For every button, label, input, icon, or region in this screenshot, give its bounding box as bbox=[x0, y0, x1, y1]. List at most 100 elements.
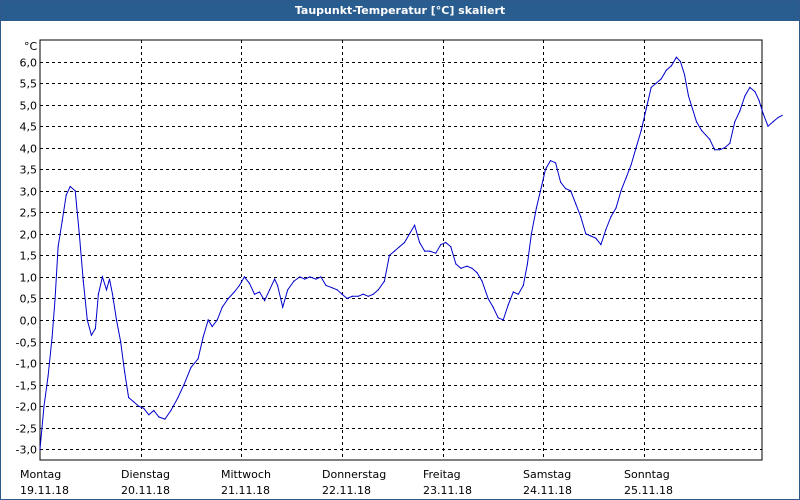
y-tick-label: 6,0 bbox=[20, 57, 38, 70]
data-point bbox=[744, 95, 746, 97]
data-point bbox=[39, 448, 41, 450]
x-date-label: 20.11.18 bbox=[121, 484, 170, 497]
data-point bbox=[164, 418, 166, 420]
data-point bbox=[90, 334, 92, 336]
data-point bbox=[143, 407, 145, 409]
data-point bbox=[424, 250, 426, 252]
data-point bbox=[94, 328, 96, 330]
data-point bbox=[435, 252, 437, 254]
x-tick-labels: Montag 19.11.18 Dienstag 20.11.18 Mittwoch 21… bbox=[20, 468, 673, 497]
data-point bbox=[440, 244, 442, 246]
x-date-label: 22.11.18 bbox=[322, 484, 371, 497]
data-point bbox=[729, 142, 731, 144]
x-date-label: 23.11.18 bbox=[423, 484, 472, 497]
x-day-label: Sonntag bbox=[624, 468, 670, 481]
x-day-label: Samstag bbox=[523, 468, 571, 481]
data-point bbox=[65, 194, 67, 196]
data-point bbox=[51, 336, 53, 338]
data-point bbox=[691, 108, 694, 110]
data-point bbox=[739, 110, 741, 112]
data-point bbox=[429, 250, 431, 252]
data-point bbox=[211, 325, 213, 328]
data-point bbox=[615, 207, 617, 209]
data-point bbox=[777, 116, 779, 119]
data-point bbox=[108, 278, 111, 280]
data-point bbox=[207, 319, 209, 321]
data-point bbox=[202, 336, 204, 338]
y-tick-label: 5,5 bbox=[20, 78, 38, 91]
data-point bbox=[575, 203, 577, 205]
data-point bbox=[640, 129, 642, 132]
data-point bbox=[82, 280, 84, 282]
data-point bbox=[282, 306, 284, 308]
dewpoint-series-line bbox=[39, 56, 783, 450]
data-point bbox=[492, 306, 494, 308]
data-point bbox=[158, 416, 160, 418]
data-point bbox=[227, 297, 229, 300]
y-tick-label: 0,0 bbox=[20, 315, 38, 328]
data-point bbox=[724, 147, 726, 149]
y-tick-label: 0,5 bbox=[20, 293, 38, 306]
data-point bbox=[660, 78, 662, 80]
data-point bbox=[762, 112, 764, 114]
data-point bbox=[309, 276, 311, 278]
data-point bbox=[497, 317, 499, 319]
data-point bbox=[719, 149, 721, 151]
data-point bbox=[665, 69, 667, 71]
y-tick-labels: 6,0 5,5 5,0 4,5 4,0 3,5 3,0 2,5 2,0 1,5 1,0 0,5 0,0 -… bbox=[16, 57, 37, 457]
data-point bbox=[517, 293, 519, 295]
data-point bbox=[264, 300, 266, 302]
data-point bbox=[630, 164, 632, 166]
y-tick-label: -1,5 bbox=[16, 380, 37, 393]
data-point bbox=[221, 306, 223, 308]
data-point bbox=[471, 267, 473, 269]
grid-lines bbox=[40, 40, 762, 460]
data-point bbox=[620, 190, 622, 192]
data-point bbox=[610, 216, 612, 218]
data-point bbox=[269, 289, 271, 291]
data-point bbox=[595, 237, 597, 239]
data-point bbox=[128, 396, 130, 399]
data-point bbox=[585, 233, 587, 235]
chart-title: Taupunkt-Temperatur [°C] skaliert bbox=[1, 1, 799, 21]
data-point bbox=[293, 280, 295, 282]
data-point bbox=[781, 114, 783, 116]
data-point bbox=[383, 280, 385, 282]
data-point bbox=[749, 86, 751, 88]
data-point bbox=[605, 228, 607, 231]
data-point bbox=[233, 291, 235, 293]
data-point bbox=[530, 233, 533, 235]
y-tick-label: 2,0 bbox=[20, 229, 38, 242]
x-date-label: 25.11.18 bbox=[624, 484, 673, 497]
x-day-label: Dienstag bbox=[121, 468, 170, 481]
data-point bbox=[705, 134, 707, 136]
data-point bbox=[120, 340, 122, 343]
data-point bbox=[47, 375, 49, 377]
data-point bbox=[177, 396, 179, 399]
data-point bbox=[133, 401, 135, 403]
data-point bbox=[372, 293, 374, 295]
x-day-label: Donnerstag bbox=[322, 468, 386, 481]
data-point bbox=[476, 272, 478, 274]
data-point bbox=[549, 160, 552, 162]
y-tick-label: -1,0 bbox=[16, 358, 37, 371]
y-tick-label: 4,5 bbox=[20, 121, 38, 134]
x-day-label: Montag bbox=[20, 468, 61, 481]
data-point bbox=[535, 207, 538, 209]
data-point bbox=[148, 414, 150, 416]
data-point bbox=[679, 60, 682, 63]
data-point bbox=[709, 138, 711, 140]
data-point bbox=[701, 129, 703, 132]
data-point bbox=[43, 405, 45, 407]
data-point bbox=[655, 82, 657, 84]
data-point bbox=[526, 263, 529, 265]
data-point bbox=[565, 188, 567, 190]
data-point bbox=[101, 276, 103, 278]
data-point bbox=[238, 284, 240, 287]
data-point bbox=[357, 295, 359, 297]
data-point bbox=[600, 244, 602, 246]
data-point bbox=[398, 246, 401, 248]
x-day-label: Freitag bbox=[423, 468, 461, 481]
data-point bbox=[115, 319, 118, 321]
data-point bbox=[502, 319, 504, 321]
